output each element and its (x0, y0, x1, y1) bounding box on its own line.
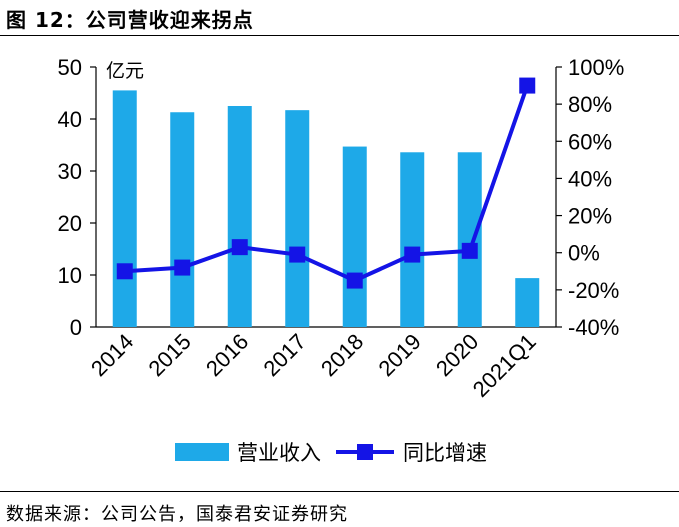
right-axis-tick-label: 100% (568, 55, 624, 80)
legend-swatch-revenue (175, 443, 229, 461)
x-axis-label: 2018 (316, 329, 368, 381)
left-axis: 0 10 20 30 40 50 (58, 55, 556, 340)
right-axis-tick-label: 0% (568, 241, 600, 266)
growth-line-path (124, 84, 530, 283)
revenue-bar (400, 152, 425, 327)
x-axis-label: 2015 (143, 329, 195, 381)
revenue-bar (457, 152, 482, 327)
x-axis-label: 2016 (201, 329, 253, 381)
revenue-bars (112, 90, 540, 328)
right-axis-tick-label: 40% (568, 166, 612, 191)
legend-marker-growth (357, 444, 373, 460)
growth-point (461, 242, 478, 259)
left-axis-tick-label: 0 (70, 315, 82, 340)
left-axis-tick-label: 10 (58, 263, 82, 288)
top-rule (0, 35, 679, 36)
revenue-bar (342, 146, 367, 327)
left-axis-tick-label: 50 (58, 55, 82, 80)
growth-point (174, 259, 191, 276)
right-axis-tick-label: 80% (568, 92, 612, 117)
x-axis-label: 2017 (258, 329, 310, 381)
revenue-bar (285, 110, 310, 327)
bottom-rule (0, 491, 679, 492)
right-axis: -40% -20% 0% 20% 40% 60% 80% 100% (555, 55, 624, 340)
revenue-bar (112, 90, 137, 328)
combo-chart: 0 10 20 30 40 50 -40% -20% 0% 20% 40% 60% 80% 100% 2… (58, 55, 625, 465)
growth-point (404, 246, 421, 263)
growth-point (116, 263, 133, 280)
x-axis-label: 2021Q1 (468, 329, 541, 402)
legend: 营业收入 同比增速 (175, 442, 487, 465)
growth-point (519, 77, 536, 94)
legend-label-growth: 同比增速 (403, 442, 487, 465)
right-axis-tick-label: 60% (568, 129, 612, 154)
x-axis-label: 2014 (86, 329, 138, 381)
x-axis-label: 2019 (373, 329, 425, 381)
source-note: 数据来源：公司公告，国泰君安证券研究 (6, 504, 348, 525)
growth-line (116, 77, 536, 289)
growth-point (346, 272, 363, 289)
legend-label-revenue: 营业收入 (237, 442, 321, 465)
revenue-bar (170, 112, 195, 328)
left-axis-unit: 亿元 (106, 60, 144, 82)
figure-title: 图 12：公司营收迎来拐点 (6, 8, 254, 32)
revenue-bar (227, 106, 252, 327)
growth-point (231, 239, 248, 256)
left-axis-tick-label: 40 (58, 107, 82, 132)
revenue-bar (515, 278, 540, 327)
growth-point (289, 246, 306, 263)
left-axis-tick-label: 20 (58, 211, 82, 236)
right-axis-tick-label: -20% (568, 278, 619, 303)
right-axis-tick-label: -40% (568, 315, 619, 340)
x-axis-label: 2020 (431, 329, 483, 381)
left-axis-tick-label: 30 (58, 159, 82, 184)
right-axis-tick-label: 20% (568, 204, 612, 229)
